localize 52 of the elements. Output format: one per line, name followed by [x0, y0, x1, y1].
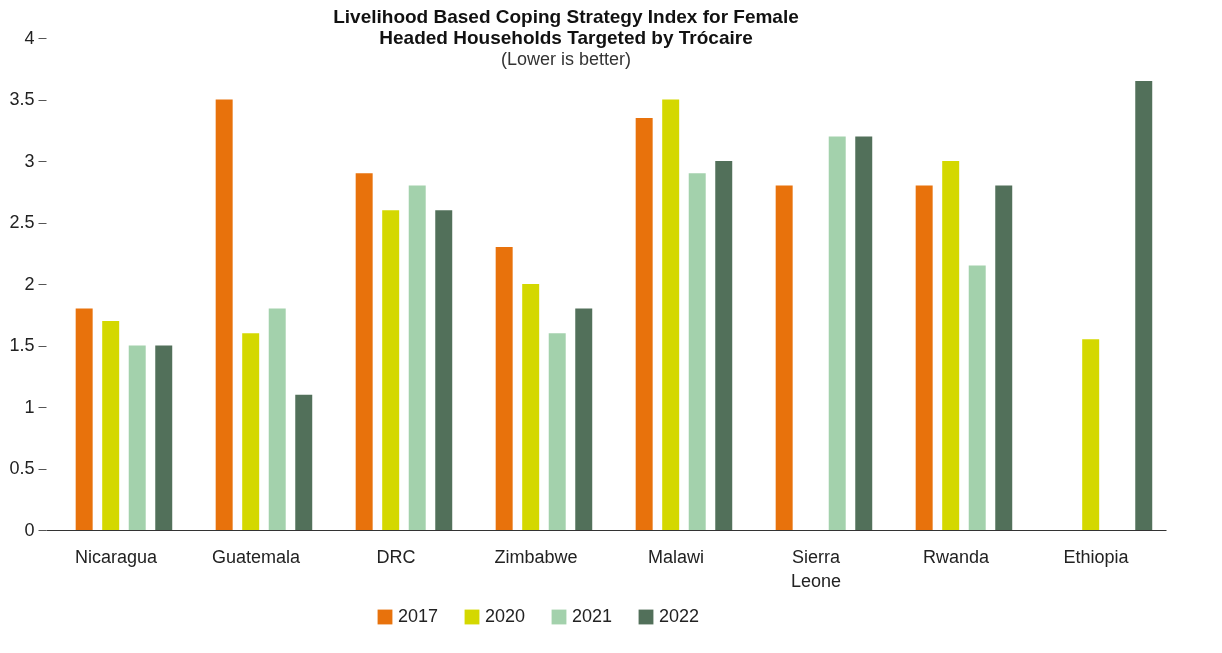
bar — [662, 99, 680, 530]
bar — [855, 136, 873, 530]
bar — [1135, 81, 1153, 530]
bar — [435, 210, 453, 530]
x-tick-label: Nicaragua — [74, 546, 159, 567]
bar — [1082, 339, 1100, 530]
y-tick-label: 4 — [24, 27, 35, 48]
y-tick-label: 3 — [24, 150, 35, 171]
bar — [128, 345, 146, 530]
bar — [688, 173, 706, 530]
x-tick-label: Rwanda — [922, 546, 991, 567]
y-tick-label: 1.5 — [9, 335, 35, 355]
y-tick-label: 2.5 — [9, 212, 35, 232]
y-tick-label: 2 — [24, 273, 35, 294]
bar — [408, 185, 426, 530]
bar — [575, 308, 593, 530]
y-tick-label: 3.5 — [9, 89, 35, 109]
chart-title: Livelihood Based Coping Strategy Index for Female Headed Households Targeted by Trócaire — [333, 6, 799, 48]
x-tick-label: Zimbabwe — [494, 546, 578, 567]
bar — [75, 308, 93, 530]
y-tick-label: 0 — [24, 519, 35, 540]
bar — [268, 308, 286, 530]
bar — [548, 333, 566, 530]
bar — [355, 173, 373, 530]
legend-label: 2017 — [398, 606, 439, 626]
bar — [522, 284, 540, 530]
x-tick-label: Guatemala — [211, 546, 302, 567]
bar — [635, 117, 653, 530]
legend-label: 2021 — [572, 606, 613, 626]
y-tick-label: 1 — [24, 396, 35, 417]
bar — [942, 161, 960, 530]
x-tick-label: Malawi — [647, 546, 705, 567]
bar — [295, 394, 313, 530]
bar — [995, 185, 1013, 530]
bar — [968, 265, 986, 530]
bar — [102, 320, 120, 530]
text: (Lower is better) — [500, 49, 632, 69]
bar — [382, 210, 400, 530]
bar — [215, 99, 233, 530]
bar — [155, 345, 173, 530]
bar — [715, 161, 733, 530]
bar — [495, 247, 513, 530]
legend-label: 2020 — [485, 606, 526, 626]
bar — [775, 185, 793, 530]
bar — [915, 185, 933, 530]
legend-label: 2022 — [659, 606, 700, 626]
y-tick-label: 0.5 — [9, 458, 35, 478]
x-tick-label: Sierra Leone — [790, 546, 842, 591]
x-tick-label: Ethiopia — [1063, 546, 1130, 567]
bar — [828, 136, 846, 530]
bar — [242, 333, 260, 530]
x-tick-label: DRC — [376, 546, 416, 567]
